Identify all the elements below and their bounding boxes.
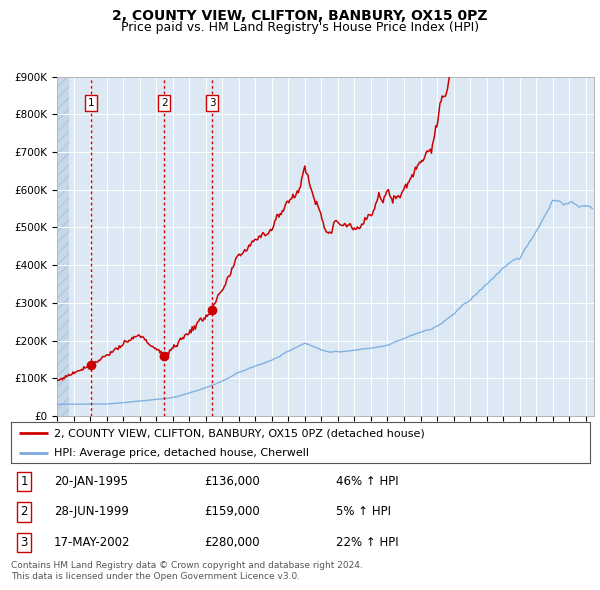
Text: £159,000: £159,000 <box>204 505 260 519</box>
Bar <box>57 77 70 416</box>
Text: 17-MAY-2002: 17-MAY-2002 <box>54 536 131 549</box>
Text: 2: 2 <box>20 505 28 519</box>
Text: 1: 1 <box>88 98 94 108</box>
Text: 5% ↑ HPI: 5% ↑ HPI <box>336 505 391 519</box>
Text: £136,000: £136,000 <box>204 475 260 488</box>
Text: 2: 2 <box>161 98 167 108</box>
Text: £280,000: £280,000 <box>204 536 260 549</box>
Text: 1: 1 <box>20 475 28 488</box>
Text: Price paid vs. HM Land Registry's House Price Index (HPI): Price paid vs. HM Land Registry's House … <box>121 21 479 34</box>
Text: 2, COUNTY VIEW, CLIFTON, BANBURY, OX15 0PZ: 2, COUNTY VIEW, CLIFTON, BANBURY, OX15 0… <box>112 9 488 23</box>
Text: 3: 3 <box>209 98 215 108</box>
Text: 22% ↑ HPI: 22% ↑ HPI <box>336 536 398 549</box>
Text: HPI: Average price, detached house, Cherwell: HPI: Average price, detached house, Cher… <box>54 448 309 458</box>
Text: 2, COUNTY VIEW, CLIFTON, BANBURY, OX15 0PZ (detached house): 2, COUNTY VIEW, CLIFTON, BANBURY, OX15 0… <box>54 428 425 438</box>
Text: 20-JAN-1995: 20-JAN-1995 <box>54 475 128 488</box>
Text: 28-JUN-1999: 28-JUN-1999 <box>54 505 129 519</box>
Text: 3: 3 <box>20 536 28 549</box>
Text: Contains HM Land Registry data © Crown copyright and database right 2024.
This d: Contains HM Land Registry data © Crown c… <box>11 560 362 581</box>
Text: 46% ↑ HPI: 46% ↑ HPI <box>336 475 398 488</box>
